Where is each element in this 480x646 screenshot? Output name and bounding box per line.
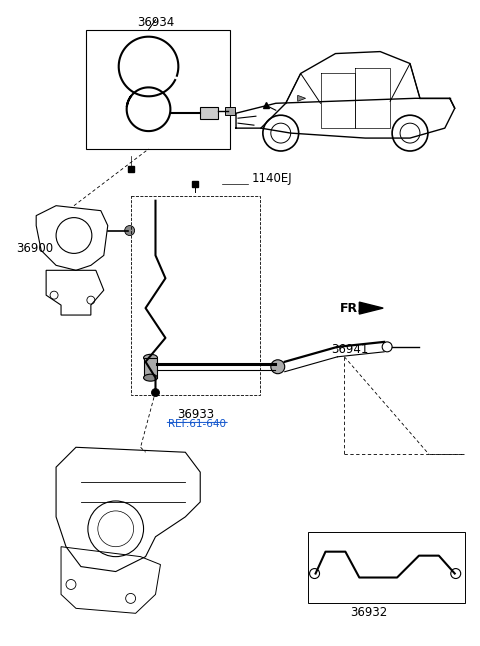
Text: 1140EJ: 1140EJ xyxy=(252,172,292,185)
Circle shape xyxy=(152,389,159,397)
Polygon shape xyxy=(298,96,306,101)
Bar xyxy=(200,107,218,119)
Text: 36900: 36900 xyxy=(16,242,53,255)
Bar xyxy=(131,196,260,395)
Text: REF.61-640: REF.61-640 xyxy=(168,419,226,430)
Circle shape xyxy=(125,225,134,236)
Bar xyxy=(86,30,230,149)
Ellipse shape xyxy=(144,354,157,361)
Text: 36941: 36941 xyxy=(332,343,369,357)
Text: 36934: 36934 xyxy=(137,16,174,29)
Text: 36932: 36932 xyxy=(350,607,388,620)
Circle shape xyxy=(271,360,285,373)
Ellipse shape xyxy=(144,374,157,381)
Text: 36933: 36933 xyxy=(177,408,214,421)
Bar xyxy=(144,358,157,378)
Bar xyxy=(225,107,235,115)
Polygon shape xyxy=(360,302,383,314)
Bar xyxy=(308,532,465,603)
Text: FR.: FR. xyxy=(339,302,362,315)
